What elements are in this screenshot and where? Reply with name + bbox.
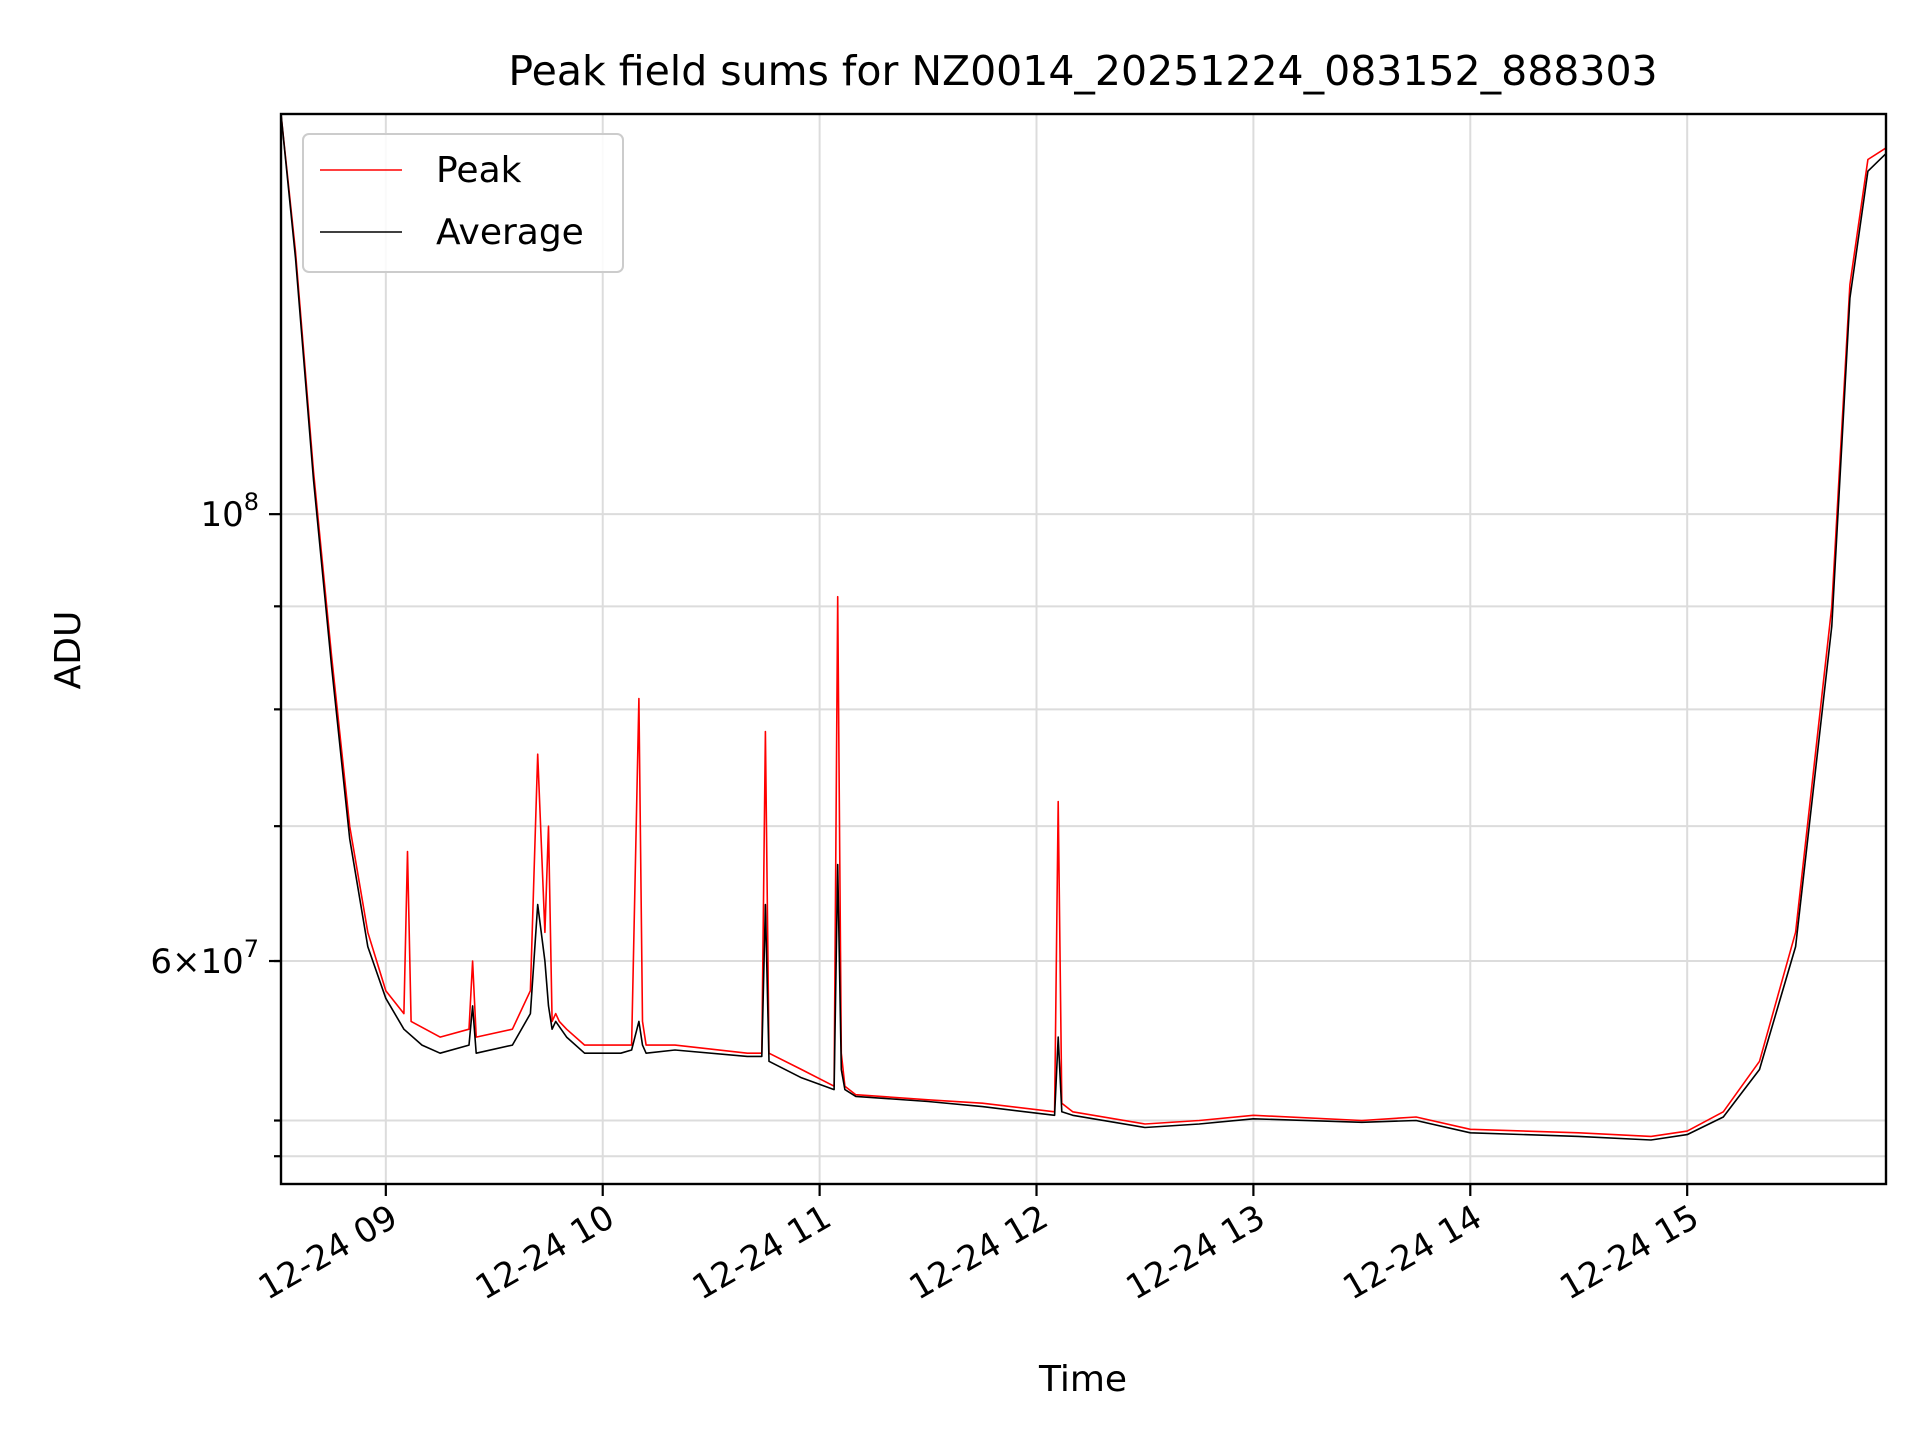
y-tick-exponent: 8 — [244, 488, 259, 516]
y-tick-times: × — [172, 942, 201, 982]
x-axis-label: Time — [1038, 1359, 1127, 1400]
x-tick-label: 12-24 14 — [1336, 1197, 1488, 1308]
y-tick-label: 108 — [200, 488, 259, 535]
chart-title: Peak field sums for NZ0014_20251224_0831… — [508, 47, 1657, 95]
x-tick-label: 12-24 09 — [252, 1197, 404, 1308]
y-tick-base: 10 — [200, 495, 243, 535]
legend: Peak Average — [302, 133, 624, 273]
y-axis-label: ADU — [48, 611, 89, 690]
x-axis: 12-24 09 12-24 10 12-24 11 12-24 12 12-24 13… — [252, 1184, 1706, 1308]
x-tick-label: 12-24 15 — [1553, 1197, 1705, 1308]
x-tick-label: 12-24 13 — [1120, 1197, 1272, 1308]
x-tick-label: 12-24 10 — [469, 1197, 621, 1308]
series-line-peak — [280, 113, 1887, 1138]
legend-label-peak: Peak — [436, 150, 522, 191]
y-tick-base: 10 — [200, 942, 243, 982]
y-tick-exponent: 7 — [244, 935, 259, 963]
series-line-average — [280, 113, 1887, 1141]
y-tick-mantissa: 6 — [150, 942, 172, 982]
x-tick-label: 12-24 11 — [686, 1197, 838, 1308]
x-tick-label: 12-24 12 — [903, 1197, 1055, 1308]
y-tick-label: 6×107 — [150, 935, 259, 982]
plot-area — [280, 113, 1887, 1141]
axes-frame — [279, 112, 1888, 1186]
legend-label-average: Average — [436, 212, 584, 253]
legend-box — [302, 133, 624, 273]
gridlines — [281, 114, 1886, 1184]
